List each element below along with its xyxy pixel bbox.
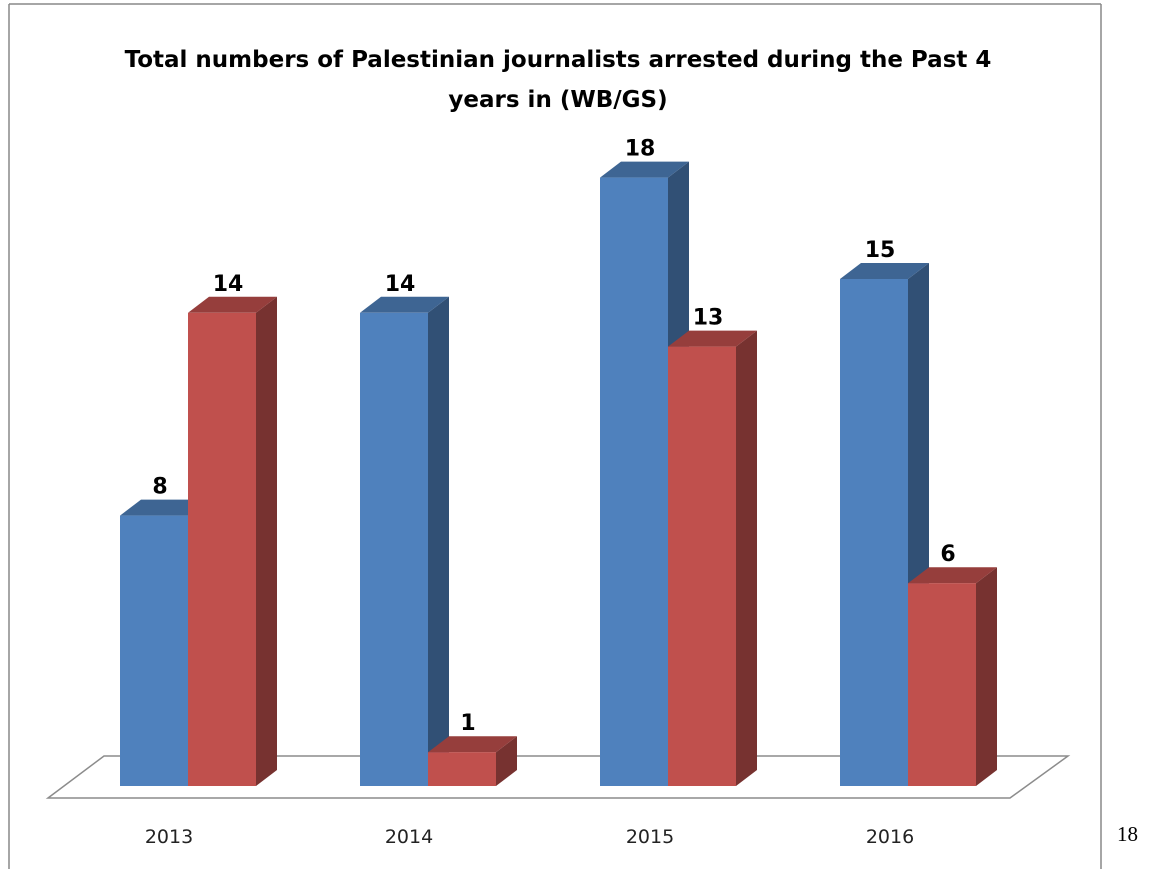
value-label-2014-series-1: 14	[385, 272, 416, 297]
value-label-2016-series-2: 6	[940, 542, 955, 567]
value-label-2013-series-2: 14	[213, 272, 244, 297]
page-number: 18	[1117, 822, 1138, 846]
x-tick-2015: 2015	[626, 826, 674, 848]
bar-2016-series-2	[908, 567, 997, 786]
value-label-2015-series-1: 18	[625, 137, 656, 162]
x-tick-2013: 2013	[145, 826, 193, 848]
x-tick-2014: 2014	[385, 826, 433, 848]
bar-2015-series-2	[668, 330, 757, 786]
bar-2013-series-2	[188, 296, 277, 786]
chart-title-line-1: Total numbers of Palestinian journalists…	[125, 47, 992, 73]
ticks-layer: 2013 2014 2015 2016	[145, 826, 914, 848]
value-label-2014-series-2: 1	[460, 711, 475, 736]
chart-floor	[45, 755, 1071, 799]
bars-layer	[120, 161, 997, 787]
value-label-2013-series-1: 8	[152, 475, 167, 500]
bar-2014-series-2	[428, 736, 517, 786]
labels-layer: 8 14 14 1 18 13 15 6	[152, 137, 955, 737]
bar-2014-series-1	[360, 296, 449, 786]
value-label-2016-series-1: 15	[865, 238, 896, 263]
value-label-2015-series-2: 13	[693, 306, 724, 331]
x-tick-2016: 2016	[866, 826, 914, 848]
chart-title-line-2: years in (WB/GS)	[448, 87, 667, 113]
